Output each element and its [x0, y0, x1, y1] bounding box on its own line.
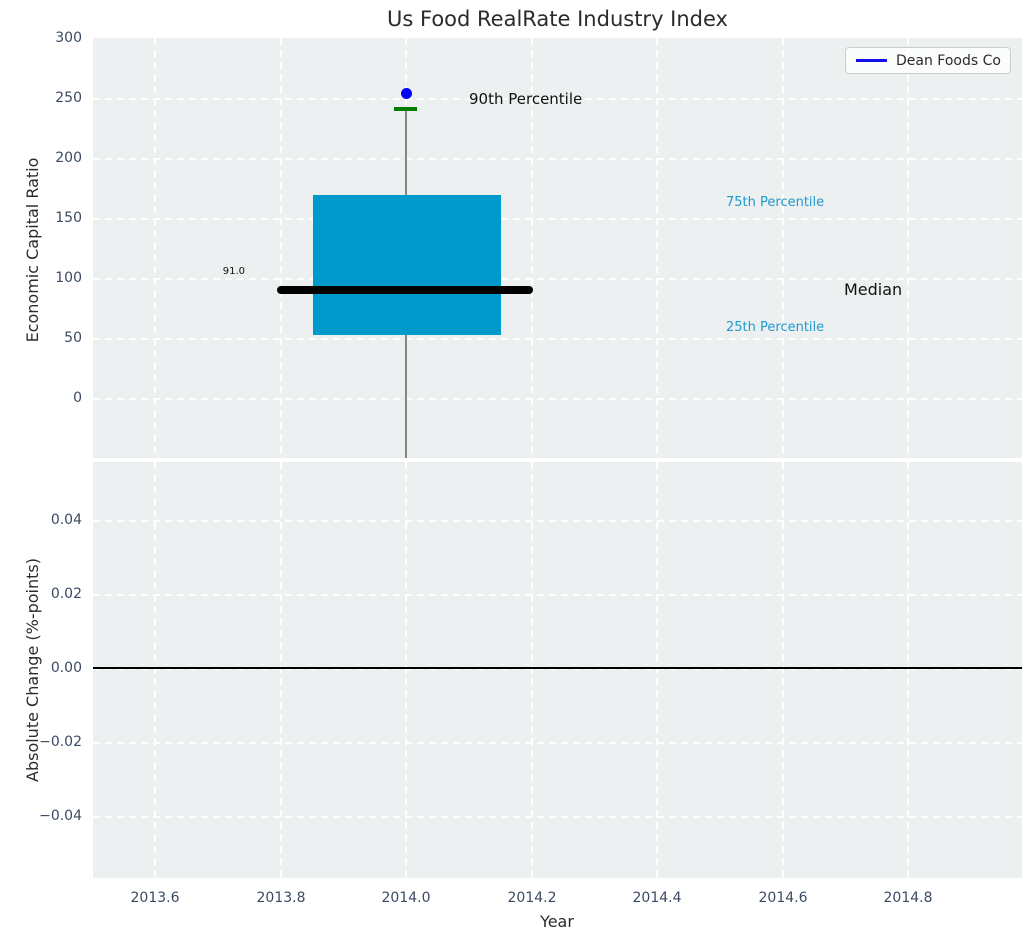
top-axes-economic-capital-ratio: 91.0 90th Percentile 75th Percentile Med… — [93, 38, 1022, 458]
ytick-label: 200 — [55, 150, 82, 166]
gridline — [93, 218, 1022, 220]
legend: Dean Foods Co — [845, 47, 1011, 74]
25th-percentile-label: 25th Percentile — [726, 320, 825, 335]
ytick-label: 0.02 — [50, 586, 82, 602]
gridline — [154, 38, 156, 458]
median-label: Median — [844, 280, 903, 299]
company-data-point — [401, 88, 412, 99]
gridline — [93, 816, 1022, 818]
median-value-label: 91.0 — [222, 266, 245, 277]
ytick-label: 250 — [55, 90, 82, 106]
top-y-axis-label: Economic Capital Ratio — [23, 157, 42, 343]
gridline — [280, 462, 282, 878]
gridline — [782, 462, 784, 878]
gridline — [93, 742, 1022, 744]
gridline — [656, 462, 658, 878]
xtick-label: 2013.8 — [256, 890, 306, 906]
ytick-label: 0.04 — [50, 512, 82, 528]
xtick-label: 2013.6 — [130, 890, 180, 906]
ytick-label: 0.00 — [50, 660, 82, 676]
bottom-y-axis-label: Absolute Change (%-points) — [23, 558, 42, 782]
gridline — [531, 462, 533, 878]
ytick-label: 100 — [55, 270, 82, 286]
75th-percentile-label: 75th Percentile — [726, 195, 825, 210]
90th-percentile-label: 90th Percentile — [469, 90, 583, 108]
gridline — [93, 398, 1022, 400]
gridline — [93, 158, 1022, 160]
gridline — [93, 520, 1022, 522]
ytick-label: −0.04 — [39, 808, 82, 824]
xtick-label: 2014.0 — [381, 890, 431, 906]
zero-reference-line — [93, 667, 1022, 669]
xtick-label: 2014.8 — [883, 890, 933, 906]
gridline — [782, 38, 784, 458]
ytick-label: 0 — [73, 390, 82, 406]
xtick-label: 2014.2 — [507, 890, 557, 906]
ytick-label: 50 — [64, 330, 82, 346]
ytick-label: 150 — [55, 210, 82, 226]
xtick-label: 2014.6 — [758, 890, 808, 906]
gridline — [93, 594, 1022, 596]
gridline — [280, 38, 282, 458]
median-line — [277, 286, 533, 294]
ytick-label: 300 — [55, 30, 82, 46]
gridline — [93, 278, 1022, 280]
ytick-label: −0.02 — [39, 734, 82, 750]
gridline — [907, 38, 909, 458]
gridline — [93, 98, 1022, 100]
x-axis-label: Year — [540, 912, 574, 931]
gridline — [154, 462, 156, 878]
gridline — [531, 38, 533, 458]
gridline — [907, 462, 909, 878]
bottom-axes-absolute-change — [93, 462, 1022, 878]
legend-line-swatch — [856, 59, 887, 62]
chart-title: Us Food RealRate Industry Index — [387, 7, 728, 31]
90th-percentile-cap — [394, 107, 417, 111]
interquartile-box — [313, 195, 501, 335]
legend-label: Dean Foods Co — [896, 52, 1001, 69]
xtick-label: 2014.4 — [632, 890, 682, 906]
gridline — [93, 338, 1022, 340]
gridline — [656, 38, 658, 458]
gridline — [405, 462, 407, 878]
